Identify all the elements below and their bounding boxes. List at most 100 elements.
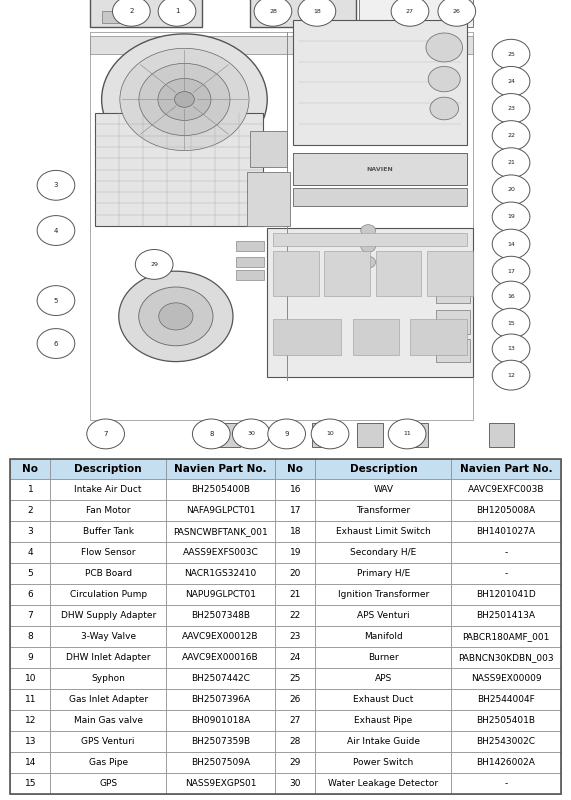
Text: Ignition Transformer: Ignition Transformer: [337, 590, 429, 599]
Text: GPS: GPS: [99, 778, 117, 788]
Bar: [50, 584, 166, 605]
Bar: [315, 479, 451, 501]
Bar: [275, 647, 315, 668]
Text: 4: 4: [27, 548, 33, 558]
Bar: [427, 251, 473, 296]
Text: 27: 27: [406, 9, 414, 14]
Bar: [10, 584, 50, 605]
Text: 18: 18: [289, 527, 301, 536]
Bar: [451, 501, 561, 522]
Text: Navien Part No.: Navien Part No.: [460, 464, 552, 474]
Text: Description: Description: [74, 464, 142, 474]
Text: 26: 26: [453, 9, 461, 14]
Bar: [315, 626, 451, 647]
Bar: [247, 172, 290, 226]
Bar: [275, 479, 315, 501]
Bar: [10, 647, 50, 668]
Bar: [10, 689, 50, 710]
Text: Flow Sensor: Flow Sensor: [81, 548, 135, 558]
Bar: [451, 626, 561, 647]
Text: Syphon: Syphon: [91, 674, 125, 683]
Text: 30: 30: [247, 431, 255, 437]
Bar: [315, 563, 451, 584]
Bar: [166, 479, 275, 501]
Text: 16: 16: [507, 294, 515, 298]
Circle shape: [135, 250, 173, 279]
Text: 2: 2: [27, 506, 33, 515]
Bar: [436, 339, 470, 362]
Text: BH2543002C: BH2543002C: [477, 737, 536, 746]
Bar: [410, 318, 467, 355]
Bar: [166, 647, 275, 668]
Text: -: -: [504, 548, 508, 558]
Text: DHW Supply Adapter: DHW Supply Adapter: [61, 611, 156, 620]
Text: BH2507442C: BH2507442C: [191, 674, 250, 683]
Text: 21: 21: [289, 590, 301, 599]
Bar: [10, 459, 50, 479]
Text: Gas Pipe: Gas Pipe: [89, 758, 128, 766]
Text: BH2507509A: BH2507509A: [191, 758, 250, 766]
Circle shape: [298, 0, 336, 26]
Bar: [315, 689, 451, 710]
Bar: [50, 459, 166, 479]
Bar: [315, 710, 451, 730]
Text: 27: 27: [289, 716, 301, 725]
Circle shape: [192, 419, 230, 449]
Bar: [275, 710, 315, 730]
Text: GPS Venturi: GPS Venturi: [82, 737, 135, 746]
Circle shape: [492, 94, 530, 123]
Text: 14: 14: [25, 758, 36, 766]
Bar: [451, 605, 561, 626]
Bar: [166, 752, 275, 773]
Bar: [166, 522, 275, 542]
Text: BH2507348B: BH2507348B: [191, 611, 250, 620]
Bar: [90, 32, 473, 420]
Bar: [102, 11, 124, 22]
Circle shape: [428, 66, 460, 92]
Text: 10: 10: [25, 674, 36, 683]
Bar: [10, 479, 50, 501]
Bar: [275, 730, 315, 752]
Text: Water Leakage Detector: Water Leakage Detector: [328, 778, 439, 788]
Circle shape: [430, 97, 459, 120]
Text: BH2501413A: BH2501413A: [477, 611, 536, 620]
Circle shape: [492, 281, 530, 311]
Text: Exhaust Pipe: Exhaust Pipe: [354, 716, 412, 725]
Circle shape: [254, 0, 292, 26]
Text: BH1201041D: BH1201041D: [476, 590, 536, 599]
Text: Circulation Pump: Circulation Pump: [70, 590, 147, 599]
Bar: [451, 773, 561, 794]
Text: 15: 15: [25, 778, 36, 788]
Circle shape: [492, 334, 530, 364]
Bar: [10, 773, 50, 794]
Text: 25: 25: [507, 52, 515, 57]
Bar: [451, 689, 561, 710]
Text: NAFA9GLPCT01: NAFA9GLPCT01: [186, 506, 255, 515]
Text: 21: 21: [507, 160, 515, 166]
Bar: [451, 522, 561, 542]
Text: -: -: [504, 778, 508, 788]
Bar: [275, 459, 315, 479]
Text: NAVIEN: NAVIEN: [367, 166, 393, 171]
Bar: [50, 563, 166, 584]
Text: 28: 28: [269, 9, 277, 14]
Circle shape: [438, 0, 476, 26]
Circle shape: [37, 329, 75, 358]
Text: 12: 12: [507, 373, 515, 378]
Text: 13: 13: [25, 737, 36, 746]
Bar: [166, 501, 275, 522]
Bar: [275, 752, 315, 773]
Text: -: -: [504, 570, 508, 578]
Text: 1: 1: [27, 486, 33, 494]
Bar: [275, 689, 315, 710]
Text: 25: 25: [289, 674, 301, 683]
Bar: [315, 542, 451, 563]
Circle shape: [361, 256, 376, 268]
Text: Gas Inlet Adapter: Gas Inlet Adapter: [69, 695, 148, 704]
Text: 19: 19: [289, 548, 301, 558]
Text: NASS9EX00009: NASS9EX00009: [471, 674, 541, 683]
Text: 6: 6: [54, 341, 58, 346]
Text: Buffer Tank: Buffer Tank: [83, 527, 134, 536]
Bar: [10, 563, 50, 584]
Bar: [50, 522, 166, 542]
